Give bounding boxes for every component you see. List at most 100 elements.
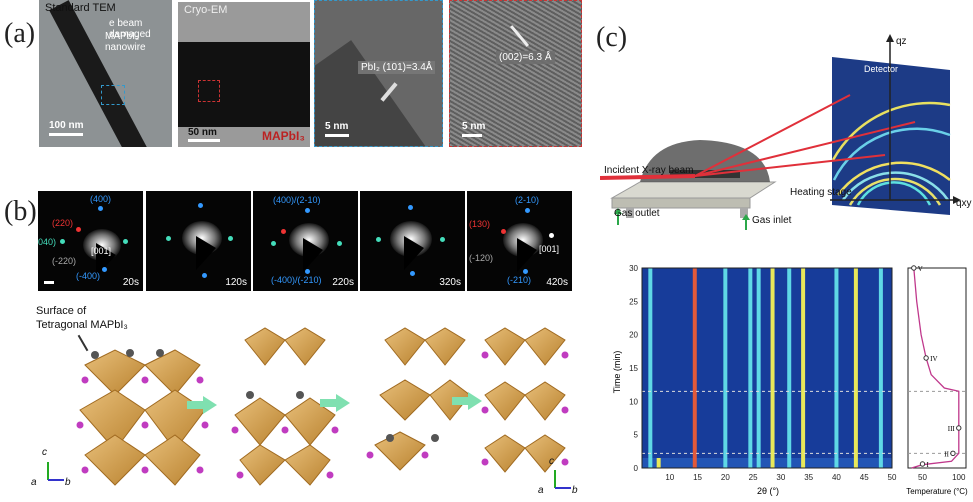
scale-bar (44, 281, 54, 284)
x-tick-label: 40 (832, 473, 841, 482)
scale-label: 50 nm (188, 127, 217, 138)
material-label: MAPbI₃ (262, 129, 305, 143)
y-tick-label: 20 (629, 331, 638, 340)
diffraction-spot (198, 203, 203, 208)
time-label: 120s (225, 277, 247, 288)
time-label: 220s (332, 277, 354, 288)
x-tick-label: 10 (665, 473, 674, 482)
index-top: (2-10) (515, 195, 540, 205)
hrtem-image-pbi2: PbI₂ (101)=3.4Å 5 nm (314, 0, 443, 147)
saed-frame-3: (400)/(2-10) (-400)/(-210) 220s (253, 191, 358, 291)
diffraction-spot (305, 269, 310, 274)
heatmap-peak (834, 268, 839, 468)
index-bottom: (-400)/(-210) (271, 275, 322, 285)
annotation: (002)=6.3 Å (496, 51, 555, 64)
giwaxs-schematic (600, 34, 961, 230)
diffraction-spot (337, 241, 342, 246)
stage-label: I (927, 461, 930, 469)
x-tick-label: 50 (888, 473, 897, 482)
index-400: (400) (90, 194, 112, 204)
heatmap-peak (770, 268, 775, 468)
axis-a-label: a (31, 477, 37, 488)
beam-stop (96, 243, 116, 277)
diffraction-spot (376, 237, 381, 242)
time-label: 420s (546, 277, 568, 288)
y-tick-label: 10 (629, 397, 638, 406)
diffraction-spot (549, 233, 554, 238)
giwaxs-heatmap-chart: 10 15 20 25 30 35 40 45 50 0 5 10 15 20 25 30 Time (mi… (612, 264, 897, 496)
heatmap-peak (692, 268, 697, 468)
temp-xlabel: Temperature (°C) (906, 487, 968, 496)
panel-b-label: (b) (4, 196, 37, 227)
stage-label: III (948, 425, 956, 433)
heatmap-peak (656, 458, 661, 468)
stage-marker (923, 355, 929, 361)
index-130: (130) (469, 219, 491, 229)
x-tick-label: 25 (749, 473, 758, 482)
tem-image-cryo: Cryo-EM 50 nm MAPbI₃ (178, 2, 310, 147)
gas-inlet-label: Gas inlet (752, 215, 792, 226)
incident-beam-label: Incident X-ray beam (604, 165, 694, 176)
y-tick-label: 15 (629, 364, 638, 373)
axis-b-label: b (65, 477, 71, 488)
stage-marker (950, 450, 956, 457)
diffraction-spot (123, 239, 128, 244)
crystal-structures (76, 327, 569, 486)
index-m120: (-120) (469, 253, 494, 263)
detector-panel (832, 57, 950, 215)
scale-bar (49, 133, 83, 136)
heatmap-peak (648, 268, 653, 468)
beam-stop (303, 238, 323, 272)
heatmap-peak (801, 268, 806, 468)
time-label: 20s (122, 277, 139, 288)
heatmap-peak (756, 268, 761, 468)
scale-label: 100 nm (49, 120, 84, 131)
temperature-curve (911, 267, 960, 469)
axis-b-arrow-2 (555, 487, 571, 489)
heatmap-background (642, 268, 892, 468)
heatmap-ylabel: Time (min) (612, 351, 622, 394)
temp-x-tick-label: 100 (952, 473, 966, 482)
scale-bar (325, 134, 349, 137)
diffraction-spot (408, 205, 413, 210)
index-001: [001] (539, 244, 560, 254)
x-tick-label: 30 (776, 473, 785, 482)
structure-pbi2 (481, 327, 569, 473)
transition-arrow-shaft (320, 399, 338, 407)
stage-marker (956, 425, 962, 431)
tem-image-standard: Standard TEM e beam damaged MAPbI₃ nanow… (39, 0, 172, 147)
index-bottom: (-210) (507, 275, 532, 285)
index-top: (400)/(2-10) (273, 195, 321, 205)
diffraction-spot (166, 236, 171, 241)
axis-c-arrow-2 (554, 470, 556, 488)
stage-label: IV (930, 355, 937, 363)
stage-label: II (944, 450, 949, 458)
index-220: (220) (52, 218, 74, 228)
surface-label: Surface of Tetragonal MAPbI₃ (36, 305, 128, 331)
diffraction-spot (305, 208, 310, 213)
scale-bar (462, 134, 482, 137)
heatmap-peak (748, 268, 753, 468)
image-title: Standard TEM (45, 2, 116, 14)
axis-b-label-2: b (572, 485, 578, 496)
scale-label: 5 nm (462, 121, 486, 132)
structure-stage-3 (366, 327, 471, 471)
transition-arrow-2 (336, 394, 350, 412)
image-title: Cryo-EM (184, 4, 228, 16)
axis-c-arrow (47, 462, 49, 480)
lattice-marker (509, 25, 530, 47)
diffraction-spot (525, 208, 530, 213)
y-tick-label: 5 (634, 431, 639, 440)
x-tick-label: 15 (693, 473, 702, 482)
transition-arrow-3 (468, 392, 482, 410)
temp-x-tick-label: 50 (918, 473, 927, 482)
stage-marker (919, 461, 926, 467)
diffraction-spot (60, 239, 65, 244)
diffraction-spot (410, 271, 415, 276)
axis-a-label-2: a (538, 485, 544, 496)
heating-stage-label: Heating stage (790, 187, 852, 198)
y-tick-label: 30 (629, 264, 638, 273)
beam-stop (404, 236, 424, 270)
region-box (101, 85, 125, 105)
